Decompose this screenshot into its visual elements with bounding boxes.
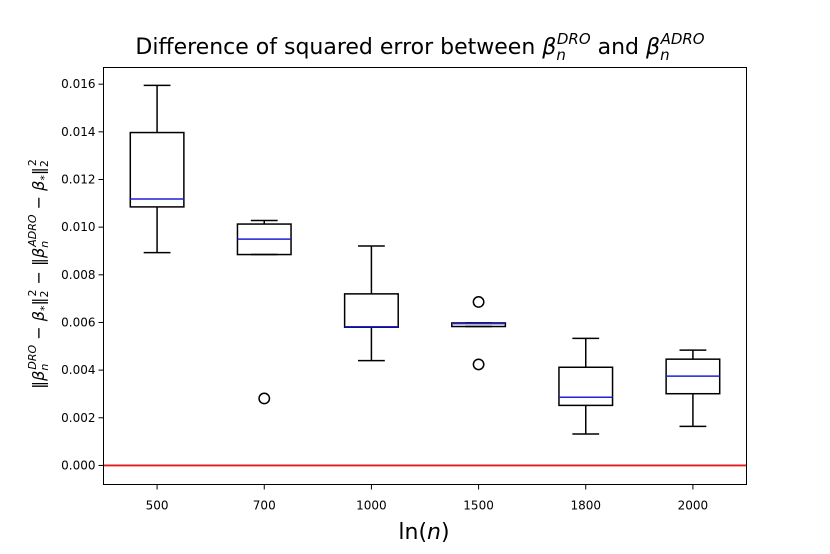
ylabel-part-15: 2 bbox=[38, 160, 51, 167]
title-sup-1: DRO bbox=[557, 30, 591, 48]
iqr-box bbox=[129, 131, 185, 208]
iqr-box bbox=[558, 366, 614, 407]
xlabel-text-1: ln( bbox=[398, 520, 427, 545]
x-tick-label: 1000 bbox=[356, 499, 387, 513]
box-1000 bbox=[343, 245, 399, 362]
ylabel-part-13: * bbox=[38, 175, 51, 181]
x-tick-label: 1500 bbox=[463, 499, 494, 513]
y-tick-label: 0.012 bbox=[61, 172, 95, 186]
y-tick-label: 0.008 bbox=[61, 268, 95, 282]
iqr-box bbox=[343, 293, 399, 328]
y-tick-label: 0.002 bbox=[61, 411, 95, 425]
y-tick-label: 0.004 bbox=[61, 363, 95, 377]
x-tick-label: 700 bbox=[253, 499, 276, 513]
title-sub-1: n bbox=[556, 46, 566, 64]
y-tick-label: 0.000 bbox=[61, 458, 95, 472]
y-axis-label: ‖βnDRO − β*‖22 − ‖βnADRO − β*‖22 bbox=[26, 159, 51, 389]
title-text-2: and bbox=[591, 35, 646, 60]
box-1500 bbox=[451, 296, 507, 371]
plot-area bbox=[103, 84, 747, 467]
plot-frame bbox=[103, 67, 747, 485]
xlabel-var: n bbox=[427, 520, 441, 545]
ylabel-part-6: ‖ bbox=[29, 298, 48, 306]
ylabel-part-1: ‖β bbox=[29, 371, 48, 389]
y-tick-label: 0.006 bbox=[61, 315, 95, 329]
x-tick-label: 2000 bbox=[678, 499, 709, 513]
y-tick-label: 0.014 bbox=[61, 125, 95, 139]
ylabel-part-12: − β bbox=[29, 181, 48, 215]
ylabel-part-8: 2 bbox=[26, 290, 39, 297]
title-beta-2: β bbox=[645, 35, 660, 60]
x-tick-label: 1800 bbox=[570, 499, 601, 513]
ylabel-part-2: n bbox=[38, 364, 51, 371]
chart-title: Difference of squared error between βnDR… bbox=[135, 30, 704, 64]
box-2000 bbox=[665, 349, 721, 428]
x-axis: 500 700 1000 1500 1800 2000 bbox=[146, 484, 709, 513]
xlabel-text-2: ) bbox=[441, 520, 450, 545]
outlier-point bbox=[472, 296, 485, 308]
title-text-1: Difference of squared error between bbox=[135, 35, 542, 60]
ylabel-part-3: DRO bbox=[26, 345, 39, 370]
ylabel-part-7: 2 bbox=[38, 291, 51, 298]
title-sup-2: ADRO bbox=[660, 30, 705, 48]
outlier-point bbox=[258, 392, 271, 405]
x-tick-label: 500 bbox=[146, 499, 169, 513]
y-tick-label: 0.016 bbox=[61, 77, 95, 91]
ylabel-part-9: − ‖β bbox=[29, 248, 48, 290]
ylabel-part-14: ‖ bbox=[29, 167, 48, 175]
ylabel-part-5: * bbox=[38, 305, 51, 311]
y-axis: 0.000 0.002 0.004 0.006 0.008 0.010 0.012 0.014… bbox=[61, 77, 104, 472]
box-700 bbox=[236, 219, 292, 405]
y-tick-label: 0.010 bbox=[61, 220, 95, 234]
box-500 bbox=[129, 84, 185, 254]
ylabel-part-16: 2 bbox=[26, 159, 39, 166]
ylabel-part-4: − β bbox=[29, 311, 48, 345]
ylabel-part-11: ADRO bbox=[26, 214, 39, 248]
outlier-point bbox=[472, 358, 485, 371]
title-beta-1: β bbox=[541, 35, 556, 60]
title-sub-2: n bbox=[660, 46, 670, 64]
box-1800 bbox=[558, 337, 614, 435]
x-axis-label: ln(n) bbox=[398, 520, 449, 545]
ylabel-part-10: n bbox=[38, 241, 51, 248]
